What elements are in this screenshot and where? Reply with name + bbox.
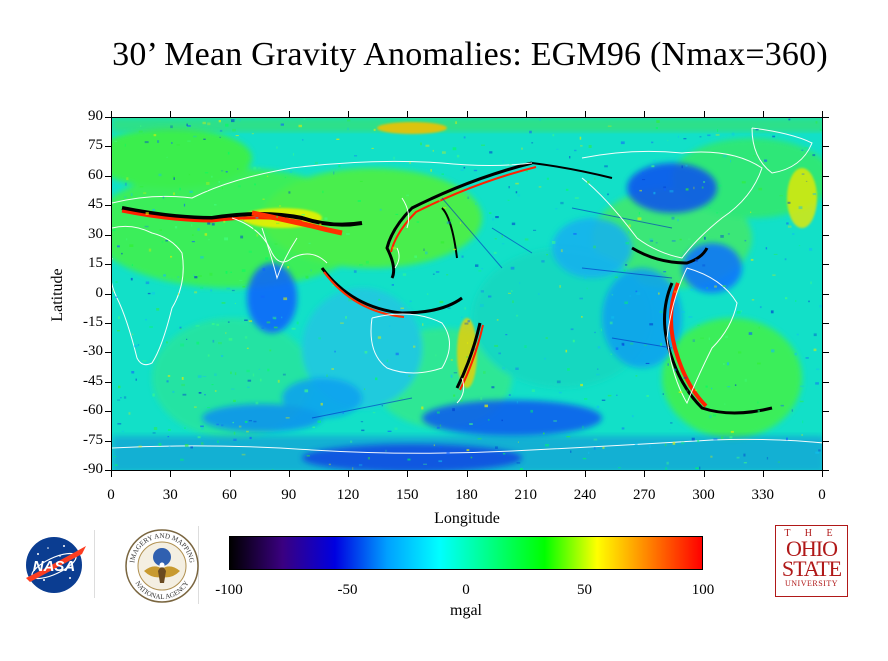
- x-tick-label: 120: [336, 487, 360, 503]
- y-tick-label: -30: [83, 343, 103, 360]
- x-tick-label: 210: [514, 487, 538, 503]
- y-tick-label: -75: [83, 431, 103, 448]
- x-tick: [762, 111, 764, 117]
- y-tick-label: -60: [83, 402, 103, 419]
- osu-the-text: T H E: [784, 528, 839, 539]
- x-tick: [525, 111, 527, 117]
- x-tick: [585, 111, 586, 117]
- y-tick-label: 45: [88, 196, 103, 213]
- y-tick: [823, 205, 829, 207]
- x-tick: [525, 471, 527, 477]
- x-tick-label: 30: [162, 487, 178, 503]
- osu-state-text: STATE: [781, 556, 842, 581]
- x-tick: [170, 111, 172, 117]
- colorbar-tick-label: 50: [577, 582, 592, 598]
- y-tick: [105, 264, 111, 266]
- x-tick: [229, 111, 231, 117]
- y-axis-label: Latitude: [49, 268, 66, 322]
- y-tick: [105, 411, 111, 413]
- y-tick: [823, 175, 829, 177]
- y-tick-label: 90: [88, 108, 103, 124]
- x-tick: [466, 471, 468, 477]
- y-tick-label: 75: [88, 137, 103, 154]
- y-tick-label: -90: [83, 461, 103, 477]
- y-tick-label: 15: [88, 255, 103, 272]
- y-tick: [823, 117, 829, 118]
- y-tick: [105, 293, 111, 295]
- colorbar-tick-label: -100: [215, 582, 243, 598]
- colorbar-units: mgal: [450, 602, 482, 619]
- x-tick-label: 0: [818, 487, 826, 503]
- eagle-seal-icon: IMAGERY AND MAPPING NATIONAL AGENCY: [125, 529, 199, 603]
- y-tick: [823, 293, 829, 295]
- x-tick: [822, 111, 823, 117]
- y-tick: [823, 352, 829, 354]
- y-tick: [823, 470, 829, 471]
- y-tick: [105, 234, 111, 236]
- x-tick-label: 300: [692, 487, 715, 503]
- x-tick: [111, 111, 112, 117]
- x-tick: [585, 471, 586, 477]
- y-tick: [105, 146, 111, 148]
- y-tick: [105, 470, 111, 471]
- x-tick: [407, 111, 409, 117]
- x-tick: [348, 111, 349, 117]
- y-tick-label: -45: [83, 372, 103, 389]
- x-tick: [822, 471, 823, 477]
- x-tick-label: 0: [107, 487, 115, 503]
- y-tick: [105, 440, 111, 442]
- y-tick: [105, 205, 111, 207]
- map-raster: [112, 118, 822, 470]
- x-tick-label: 150: [396, 487, 419, 503]
- x-tick-label: 90: [281, 487, 297, 503]
- y-tick-label: 0: [95, 284, 104, 301]
- x-tick-label: 330: [751, 487, 775, 503]
- colorbar-tick-label: 0: [462, 582, 470, 598]
- x-tick: [288, 111, 290, 117]
- x-tick: [288, 471, 290, 477]
- y-tick: [823, 146, 829, 148]
- colorbar: [229, 536, 703, 570]
- x-tick: [229, 471, 231, 477]
- logo-divider: [94, 530, 95, 598]
- page-title: 30’ Mean Gravity Anomalies: EGM96 (Nmax=…: [112, 36, 828, 73]
- osu-university-text: UNIVERSITY: [785, 579, 838, 588]
- x-tick: [644, 471, 646, 477]
- x-tick: [762, 471, 764, 477]
- x-tick: [348, 471, 349, 477]
- x-tick-label: 270: [633, 487, 656, 503]
- x-tick-label: 180: [455, 487, 478, 503]
- y-tick-label: -15: [83, 313, 103, 330]
- x-tick: [703, 471, 705, 477]
- x-axis-label: Longitude: [434, 510, 500, 527]
- osu-ohio-text: OHIO: [786, 536, 838, 561]
- y-tick: [823, 381, 829, 383]
- y-tick: [823, 411, 829, 413]
- colorbar-tick-label: -50: [337, 582, 358, 598]
- x-tick: [407, 471, 409, 477]
- y-tick: [105, 117, 111, 118]
- y-tick-label: 30: [88, 225, 103, 242]
- y-tick: [105, 175, 111, 177]
- ohio-state-logo: T H E OHIO STATE UNIVERSITY: [775, 525, 848, 597]
- x-tick-label: 60: [222, 487, 237, 503]
- x-tick: [703, 111, 705, 117]
- x-tick: [111, 471, 112, 477]
- x-tick-label: 240: [573, 487, 597, 503]
- y-tick: [823, 264, 829, 266]
- y-tick-label: 60: [88, 166, 103, 183]
- colorbar-tick-label: 100: [691, 582, 715, 598]
- y-tick: [823, 322, 829, 324]
- x-tick: [644, 111, 646, 117]
- y-tick: [823, 234, 829, 236]
- y-tick: [105, 352, 111, 354]
- nasa-meatball-icon: NASA: [26, 537, 86, 593]
- y-tick: [105, 322, 111, 324]
- x-tick: [466, 111, 468, 117]
- nasa-logo-text: NASA: [33, 558, 76, 575]
- x-tick: [170, 471, 172, 477]
- y-tick: [105, 381, 111, 383]
- gravity-anomaly-map: [111, 117, 823, 471]
- y-tick: [823, 440, 829, 442]
